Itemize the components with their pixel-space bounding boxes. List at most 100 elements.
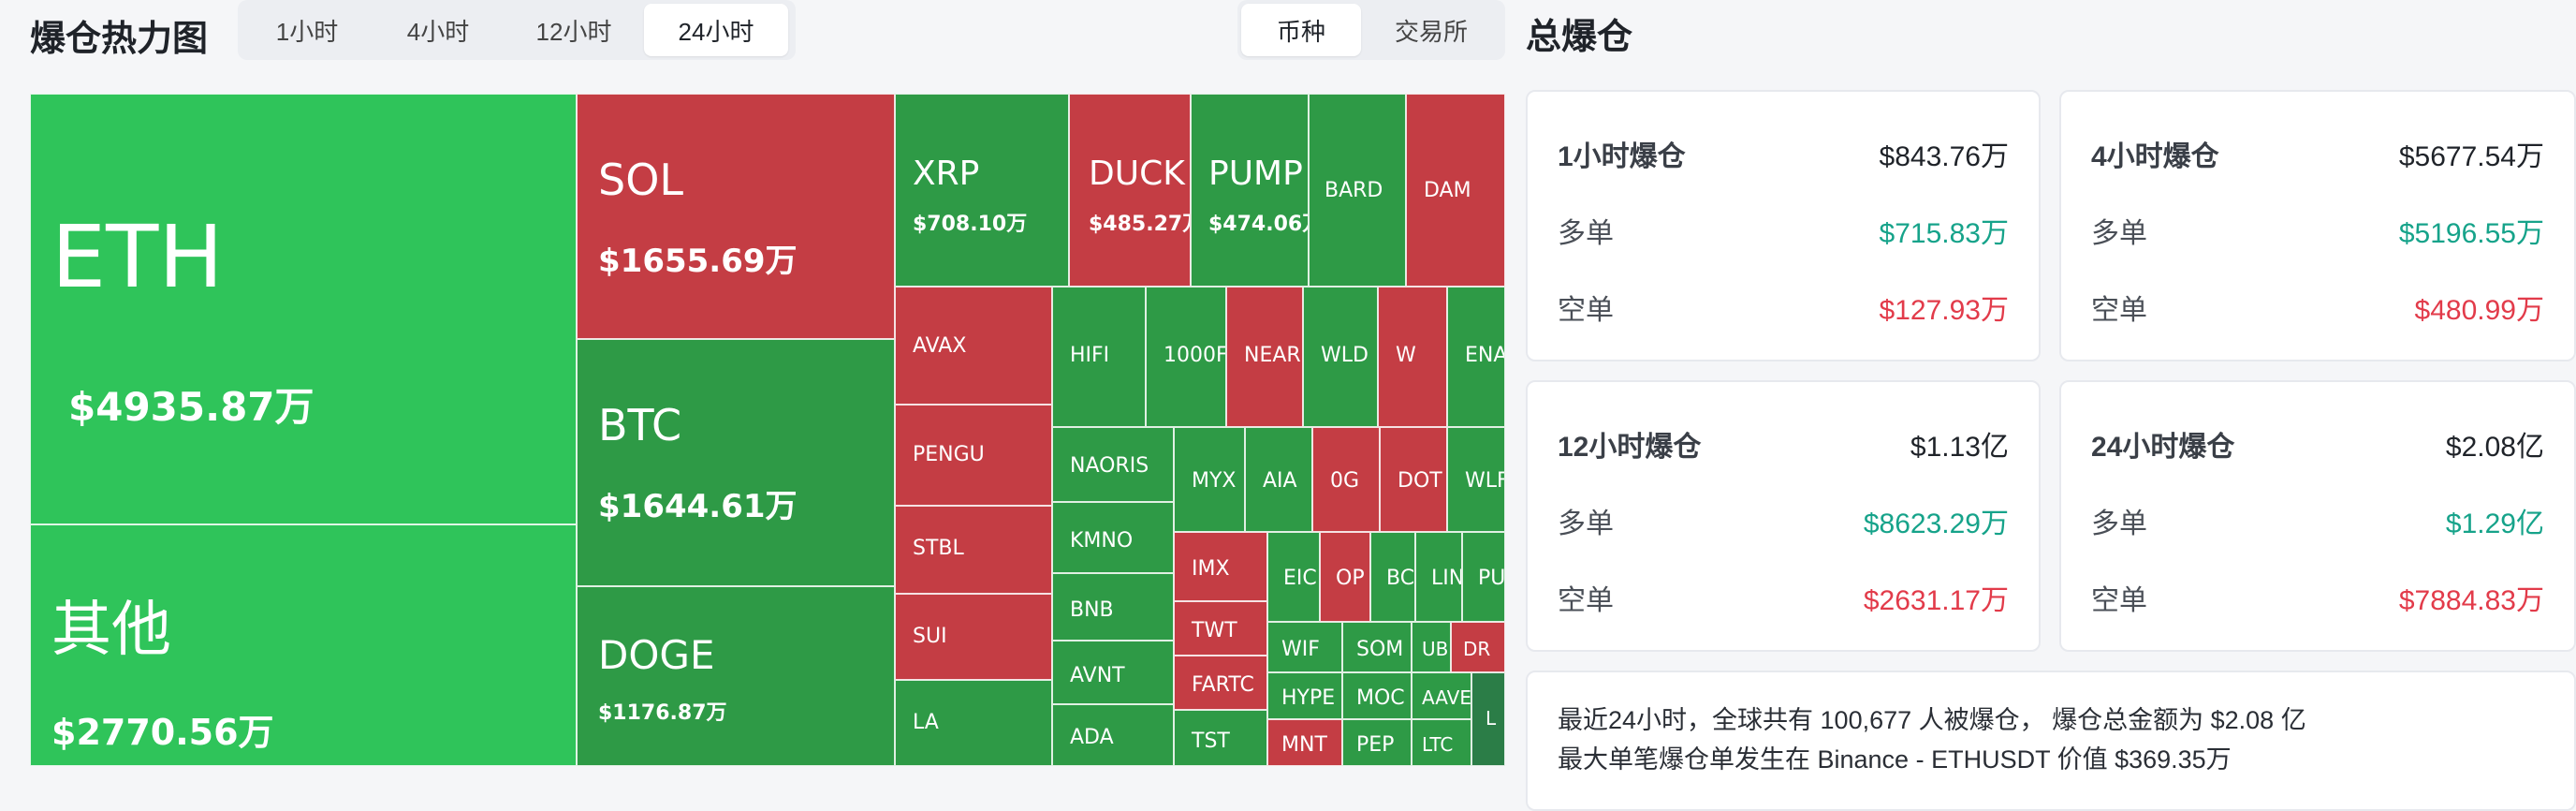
- heatmap-tile[interactable]: AAVE: [1412, 672, 1471, 719]
- heatmap-tile[interactable]: PENGU: [895, 405, 1052, 506]
- heatmap-tile[interactable]: ETH $4935.87万: [30, 94, 577, 524]
- tile-symbol: IMX: [1192, 557, 1230, 581]
- tile-symbol: BNB: [1070, 598, 1114, 622]
- heatmap-tile[interactable]: HYPE: [1267, 672, 1342, 719]
- heatmap-tile[interactable]: WLD: [1303, 287, 1378, 427]
- tab-coin[interactable]: 币种: [1241, 4, 1361, 56]
- tile-symbol: NAORIS: [1070, 454, 1149, 478]
- heatmap-tile[interactable]: SOL $1655.69万: [577, 94, 895, 339]
- heatmap-tile[interactable]: SOM: [1342, 622, 1412, 672]
- heatmap-tile[interactable]: L: [1471, 672, 1505, 766]
- heatmap-tile[interactable]: BTC $1644.61万: [577, 339, 895, 586]
- heatmap-tile[interactable]: OP: [1320, 532, 1370, 622]
- long-value: $715.83万: [1879, 218, 2009, 249]
- heatmap-tile[interactable]: MYX: [1174, 427, 1245, 532]
- tile-symbol: SOM: [1356, 638, 1404, 661]
- tab-12h[interactable]: 12小时: [535, 17, 612, 46]
- heatmap-tile[interactable]: XRP $708.10万: [895, 94, 1069, 287]
- total-liquidation-title: 总爆仓: [1526, 18, 1633, 57]
- heatmap-tile[interactable]: PU: [1462, 532, 1505, 622]
- heatmap-tile[interactable]: LIN: [1415, 532, 1462, 622]
- tab-24h[interactable]: 24小时: [644, 4, 788, 56]
- heatmap-tile[interactable]: MNT: [1267, 719, 1342, 766]
- long-value: $1.29亿: [2445, 509, 2544, 539]
- tile-symbol: WIF: [1281, 638, 1320, 661]
- tile-symbol: DOT: [1398, 469, 1442, 493]
- tile-value: $474.06万: [1208, 213, 1308, 236]
- long-label: 多单: [1558, 218, 1614, 249]
- heatmap-tile[interactable]: STBL: [895, 506, 1052, 594]
- heatmap-tile[interactable]: PEP: [1342, 719, 1412, 766]
- short-label: 空单: [1558, 585, 1614, 616]
- heatmap-tile[interactable]: W: [1378, 287, 1447, 427]
- tab-exchange[interactable]: 交易所: [1394, 17, 1468, 46]
- tile-symbol: LTC: [1422, 733, 1454, 756]
- short-value: $2631.17万: [1863, 585, 2009, 616]
- heatmap-tile[interactable]: NAORIS: [1052, 427, 1174, 502]
- summary-line-1: 最近24小时，全球共有 100,677 人被爆仓， 爆仓总金额为 $2.08 亿: [1558, 706, 2306, 734]
- tile-symbol: BARD: [1325, 179, 1383, 202]
- heatmap-tile[interactable]: BC: [1370, 532, 1415, 622]
- heatmap-tile[interactable]: LTC: [1412, 719, 1471, 766]
- tile-symbol: DUCK: [1089, 155, 1185, 193]
- heatmap-tile[interactable]: TST: [1174, 710, 1267, 766]
- heatmap-tile[interactable]: NEAR: [1226, 287, 1303, 427]
- tile-symbol: DAM: [1424, 179, 1471, 202]
- heatmap-tile[interactable]: MOC: [1342, 672, 1412, 719]
- tile-symbol: AIA: [1263, 469, 1297, 493]
- long-label: 多单: [2091, 218, 2147, 249]
- heatmap-tile[interactable]: ENA: [1447, 287, 1505, 427]
- tile-symbol: SUI: [913, 625, 947, 648]
- short-value: $127.93万: [1879, 295, 2009, 326]
- heatmap-tile[interactable]: UB: [1412, 622, 1451, 672]
- tile-value: $1644.61万: [598, 488, 798, 525]
- tile-symbol: TST: [1192, 730, 1230, 753]
- heatmap-tile[interactable]: DOT: [1380, 427, 1447, 532]
- heatmap-tile[interactable]: DUCK $485.27万: [1069, 94, 1191, 287]
- heatmap-tile[interactable]: LA: [895, 680, 1052, 766]
- heatmap-tile[interactable]: EIC: [1267, 532, 1320, 622]
- heatmap-tile[interactable]: 1000F: [1146, 287, 1226, 427]
- heatmap-tile[interactable]: AVNT: [1052, 641, 1174, 704]
- tile-symbol: AVNT: [1070, 664, 1125, 687]
- short-label: 空单: [1558, 295, 1614, 326]
- summary-line-2: 最大单笔爆仓单发生在 Binance - ETHUSDT 价值 $369.35万: [1558, 745, 2232, 774]
- heatmap-tile[interactable]: SUI: [895, 594, 1052, 680]
- heatmap-tile[interactable]: DAM: [1406, 94, 1505, 287]
- heatmap-tile[interactable]: AIA: [1245, 427, 1312, 532]
- heatmap-tile[interactable]: KMNO: [1052, 502, 1174, 573]
- tile-symbol: STBL: [913, 537, 964, 560]
- card-title: 12小时爆仓: [1558, 432, 1702, 463]
- heatmap-tile[interactable]: HIFI: [1052, 287, 1146, 427]
- tile-symbol: L: [1486, 707, 1497, 730]
- tile-symbol: PENGU: [913, 443, 985, 466]
- tab-4h[interactable]: 4小时: [406, 17, 470, 46]
- heatmap-tile[interactable]: BARD: [1309, 94, 1406, 287]
- group-by-tabs: 币种 交易所: [1237, 0, 1505, 60]
- heatmap-tile[interactable]: PUMP $474.06万: [1191, 94, 1309, 287]
- tile-symbol: LA: [913, 711, 939, 734]
- heatmap-tile[interactable]: ADA: [1052, 704, 1174, 766]
- tab-1h[interactable]: 1小时: [275, 17, 339, 46]
- tile-symbol: TWT: [1192, 619, 1237, 642]
- card-title: 1小时爆仓: [1558, 141, 1686, 172]
- heatmap-tile[interactable]: WLF: [1447, 427, 1505, 532]
- tile-symbol: 其他: [51, 596, 171, 665]
- heatmap-tile[interactable]: WIF: [1267, 622, 1342, 672]
- tile-symbol: PU: [1478, 567, 1505, 590]
- tile-symbol: BTC: [598, 400, 682, 450]
- heatmap-tile[interactable]: IMX: [1174, 532, 1267, 601]
- tile-symbol: UB: [1422, 638, 1449, 660]
- heatmap-tile[interactable]: DR: [1451, 622, 1505, 672]
- heatmap-tile[interactable]: BNB: [1052, 573, 1174, 641]
- heatmap-tile[interactable]: TWT: [1174, 601, 1267, 656]
- time-range-tabs: 1小时 4小时 12小时 24小时: [238, 0, 796, 60]
- long-value: $8623.29万: [1863, 509, 2009, 539]
- heatmap-tile[interactable]: 0G: [1312, 427, 1380, 532]
- heatmap-tile[interactable]: DOGE $1176.87万: [577, 586, 895, 766]
- tile-symbol: ADA: [1070, 726, 1114, 749]
- heatmap-tile[interactable]: AVAX: [895, 287, 1052, 405]
- heatmap-tile[interactable]: FARTC: [1174, 656, 1267, 710]
- tile-symbol: EIC: [1283, 567, 1317, 590]
- heatmap-tile[interactable]: 其他 $2770.56万: [30, 524, 577, 766]
